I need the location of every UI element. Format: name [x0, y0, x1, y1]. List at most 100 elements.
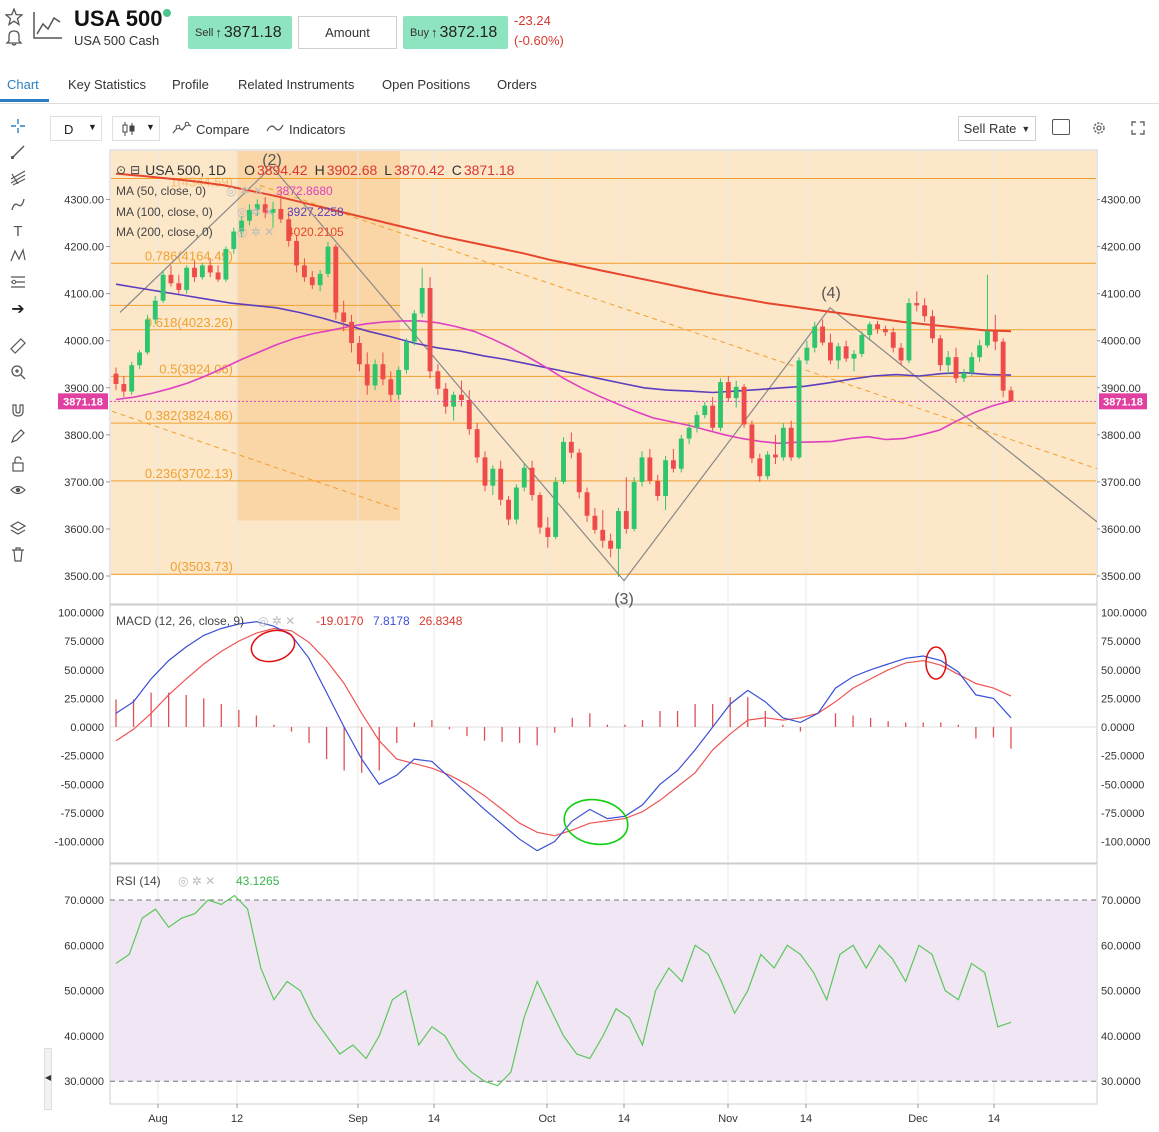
- price-tick-left: 4100.00: [64, 289, 104, 301]
- trash-icon[interactable]: [8, 546, 28, 566]
- candle-body: [961, 372, 967, 379]
- tab-related-instruments[interactable]: Related Instruments: [238, 77, 355, 92]
- annotation-circle-red: [925, 646, 947, 680]
- macd-controls-icon[interactable]: ◎ ✲ ✕: [258, 614, 296, 628]
- candle-body: [537, 495, 543, 528]
- tab-open-positions[interactable]: Open Positions: [382, 77, 471, 92]
- amount-button[interactable]: Amount: [298, 16, 397, 49]
- layers-icon[interactable]: [8, 520, 28, 540]
- ma-50-controls-icon[interactable]: ◎ ✲ ✕: [226, 184, 264, 198]
- candle-body: [529, 467, 535, 496]
- ma-200-label: MA (200, close, 0): [116, 225, 213, 239]
- candle-body: [906, 303, 912, 361]
- legend-low-label: L: [384, 162, 393, 178]
- candle-body: [254, 204, 260, 210]
- candle-body: [741, 386, 747, 425]
- candle-body: [482, 457, 488, 486]
- ma-200-legend: MA (200, close, 0) ◎ ✲ ✕ 4020.2105: [116, 225, 344, 239]
- brush-tool-icon[interactable]: [8, 196, 28, 216]
- candle-body: [702, 405, 708, 416]
- chevron-down-icon: ▼: [88, 122, 97, 132]
- collapse-legend-icon[interactable]: ⊙: [116, 163, 127, 177]
- pencil-lock-icon[interactable]: [8, 428, 28, 448]
- expand-icon[interactable]: [1130, 120, 1146, 141]
- rsi-tick-right: 40.0000: [1101, 1031, 1141, 1043]
- text-tool-icon[interactable]: T: [13, 223, 23, 240]
- collapse-panel-handle[interactable]: ◀: [44, 1048, 52, 1110]
- macd-tick-right: -50.0000: [1101, 779, 1144, 791]
- buy-button[interactable]: Buy ↑ 3872.18: [403, 16, 508, 49]
- ruler-tool-icon[interactable]: [8, 338, 28, 358]
- candle-body: [144, 319, 150, 353]
- tab-orders[interactable]: Orders: [497, 77, 537, 92]
- candle-body: [435, 371, 441, 389]
- legend-open-label: O: [244, 162, 255, 178]
- date-tick: Dec: [908, 1113, 928, 1125]
- rsi-controls-icon[interactable]: ◎ ✲ ✕: [178, 874, 216, 888]
- macd-legend: MACD (12, 26, close, 9) ◎ ✲ ✕ -19.0170 7.81…: [116, 614, 462, 628]
- tab-profile[interactable]: Profile: [172, 77, 209, 92]
- lock-icon[interactable]: [8, 456, 28, 476]
- sell-button[interactable]: Sell ↑ 3871.18: [188, 16, 292, 49]
- macd-histogram-value: -19.0170: [316, 614, 364, 628]
- rsi-legend: RSI (14) ◎ ✲ ✕ 43.1265: [116, 874, 279, 888]
- settings-gear-icon[interactable]: [1091, 120, 1107, 141]
- candle-body: [710, 405, 716, 428]
- candle-body: [820, 326, 826, 343]
- candle-body: [890, 332, 896, 348]
- chart-type-select[interactable]: ▼: [112, 116, 160, 141]
- candle-body: [670, 460, 676, 469]
- interval-select[interactable]: D ▼: [50, 116, 102, 141]
- bell-icon[interactable]: [5, 28, 23, 51]
- candle-body: [160, 274, 166, 301]
- ma-100-controls-icon[interactable]: ◎ ✲ ✕: [237, 205, 275, 219]
- wave-label: (4): [821, 285, 841, 302]
- candle-body: [396, 369, 402, 395]
- tab-key-statistics[interactable]: Key Statistics: [68, 77, 147, 92]
- up-arrow-icon: ↑: [430, 25, 438, 40]
- candle-body: [561, 441, 566, 482]
- date-tick: 14: [618, 1113, 630, 1125]
- pattern-tool-icon[interactable]: [8, 248, 28, 268]
- fullscreen-box-icon[interactable]: [1052, 119, 1070, 135]
- zoom-in-icon[interactable]: [8, 364, 28, 384]
- compare-label: Compare: [196, 122, 250, 137]
- chevron-down-icon: ▼: [146, 122, 155, 132]
- candle-body: [380, 364, 386, 380]
- candle-body: [733, 386, 739, 399]
- eye-icon[interactable]: [8, 482, 28, 502]
- arrow-right-icon[interactable]: ➔: [11, 301, 25, 318]
- fib-tool-icon[interactable]: [8, 274, 28, 294]
- compare-button[interactable]: Compare: [172, 121, 249, 138]
- candle-body: [977, 345, 983, 358]
- candles-icon: [121, 121, 137, 142]
- candle-body: [506, 499, 511, 520]
- candle-body: [914, 303, 920, 306]
- macd-tick-left: 50.0000: [64, 665, 104, 677]
- price-type-value: Sell Rate: [963, 121, 1017, 136]
- candle-body: [576, 452, 582, 493]
- candle-body: [364, 364, 370, 386]
- candle-body: [985, 331, 990, 346]
- ma-200-controls-icon[interactable]: ◎ ✲ ✕: [237, 225, 275, 239]
- toggle-box-icon[interactable]: ⊟: [130, 163, 141, 177]
- price-type-select[interactable]: Sell Rate ▼: [958, 116, 1036, 141]
- candle-body: [678, 438, 684, 469]
- trend-line-tool-icon[interactable]: [8, 144, 28, 164]
- last-price-badge-text: 3871.18: [63, 396, 103, 408]
- pitchfork-tool-icon[interactable]: [8, 170, 28, 190]
- crosshair-tool-icon[interactable]: [8, 118, 28, 138]
- price-tick-left: 4200.00: [64, 242, 104, 254]
- magnet-icon[interactable]: [8, 402, 28, 422]
- indicators-button[interactable]: Indicators: [266, 121, 345, 138]
- candle-body: [372, 364, 378, 386]
- macd-tick-left: -25.0000: [61, 751, 104, 763]
- date-tick: 12: [231, 1113, 243, 1125]
- tab-chart[interactable]: Chart: [7, 77, 39, 92]
- legend-high-value: 3902.68: [326, 162, 378, 178]
- favorite-star-icon[interactable]: [4, 7, 24, 31]
- rsi-line: [115, 894, 1012, 1087]
- candle-body: [827, 342, 833, 361]
- candle-body: [192, 267, 197, 278]
